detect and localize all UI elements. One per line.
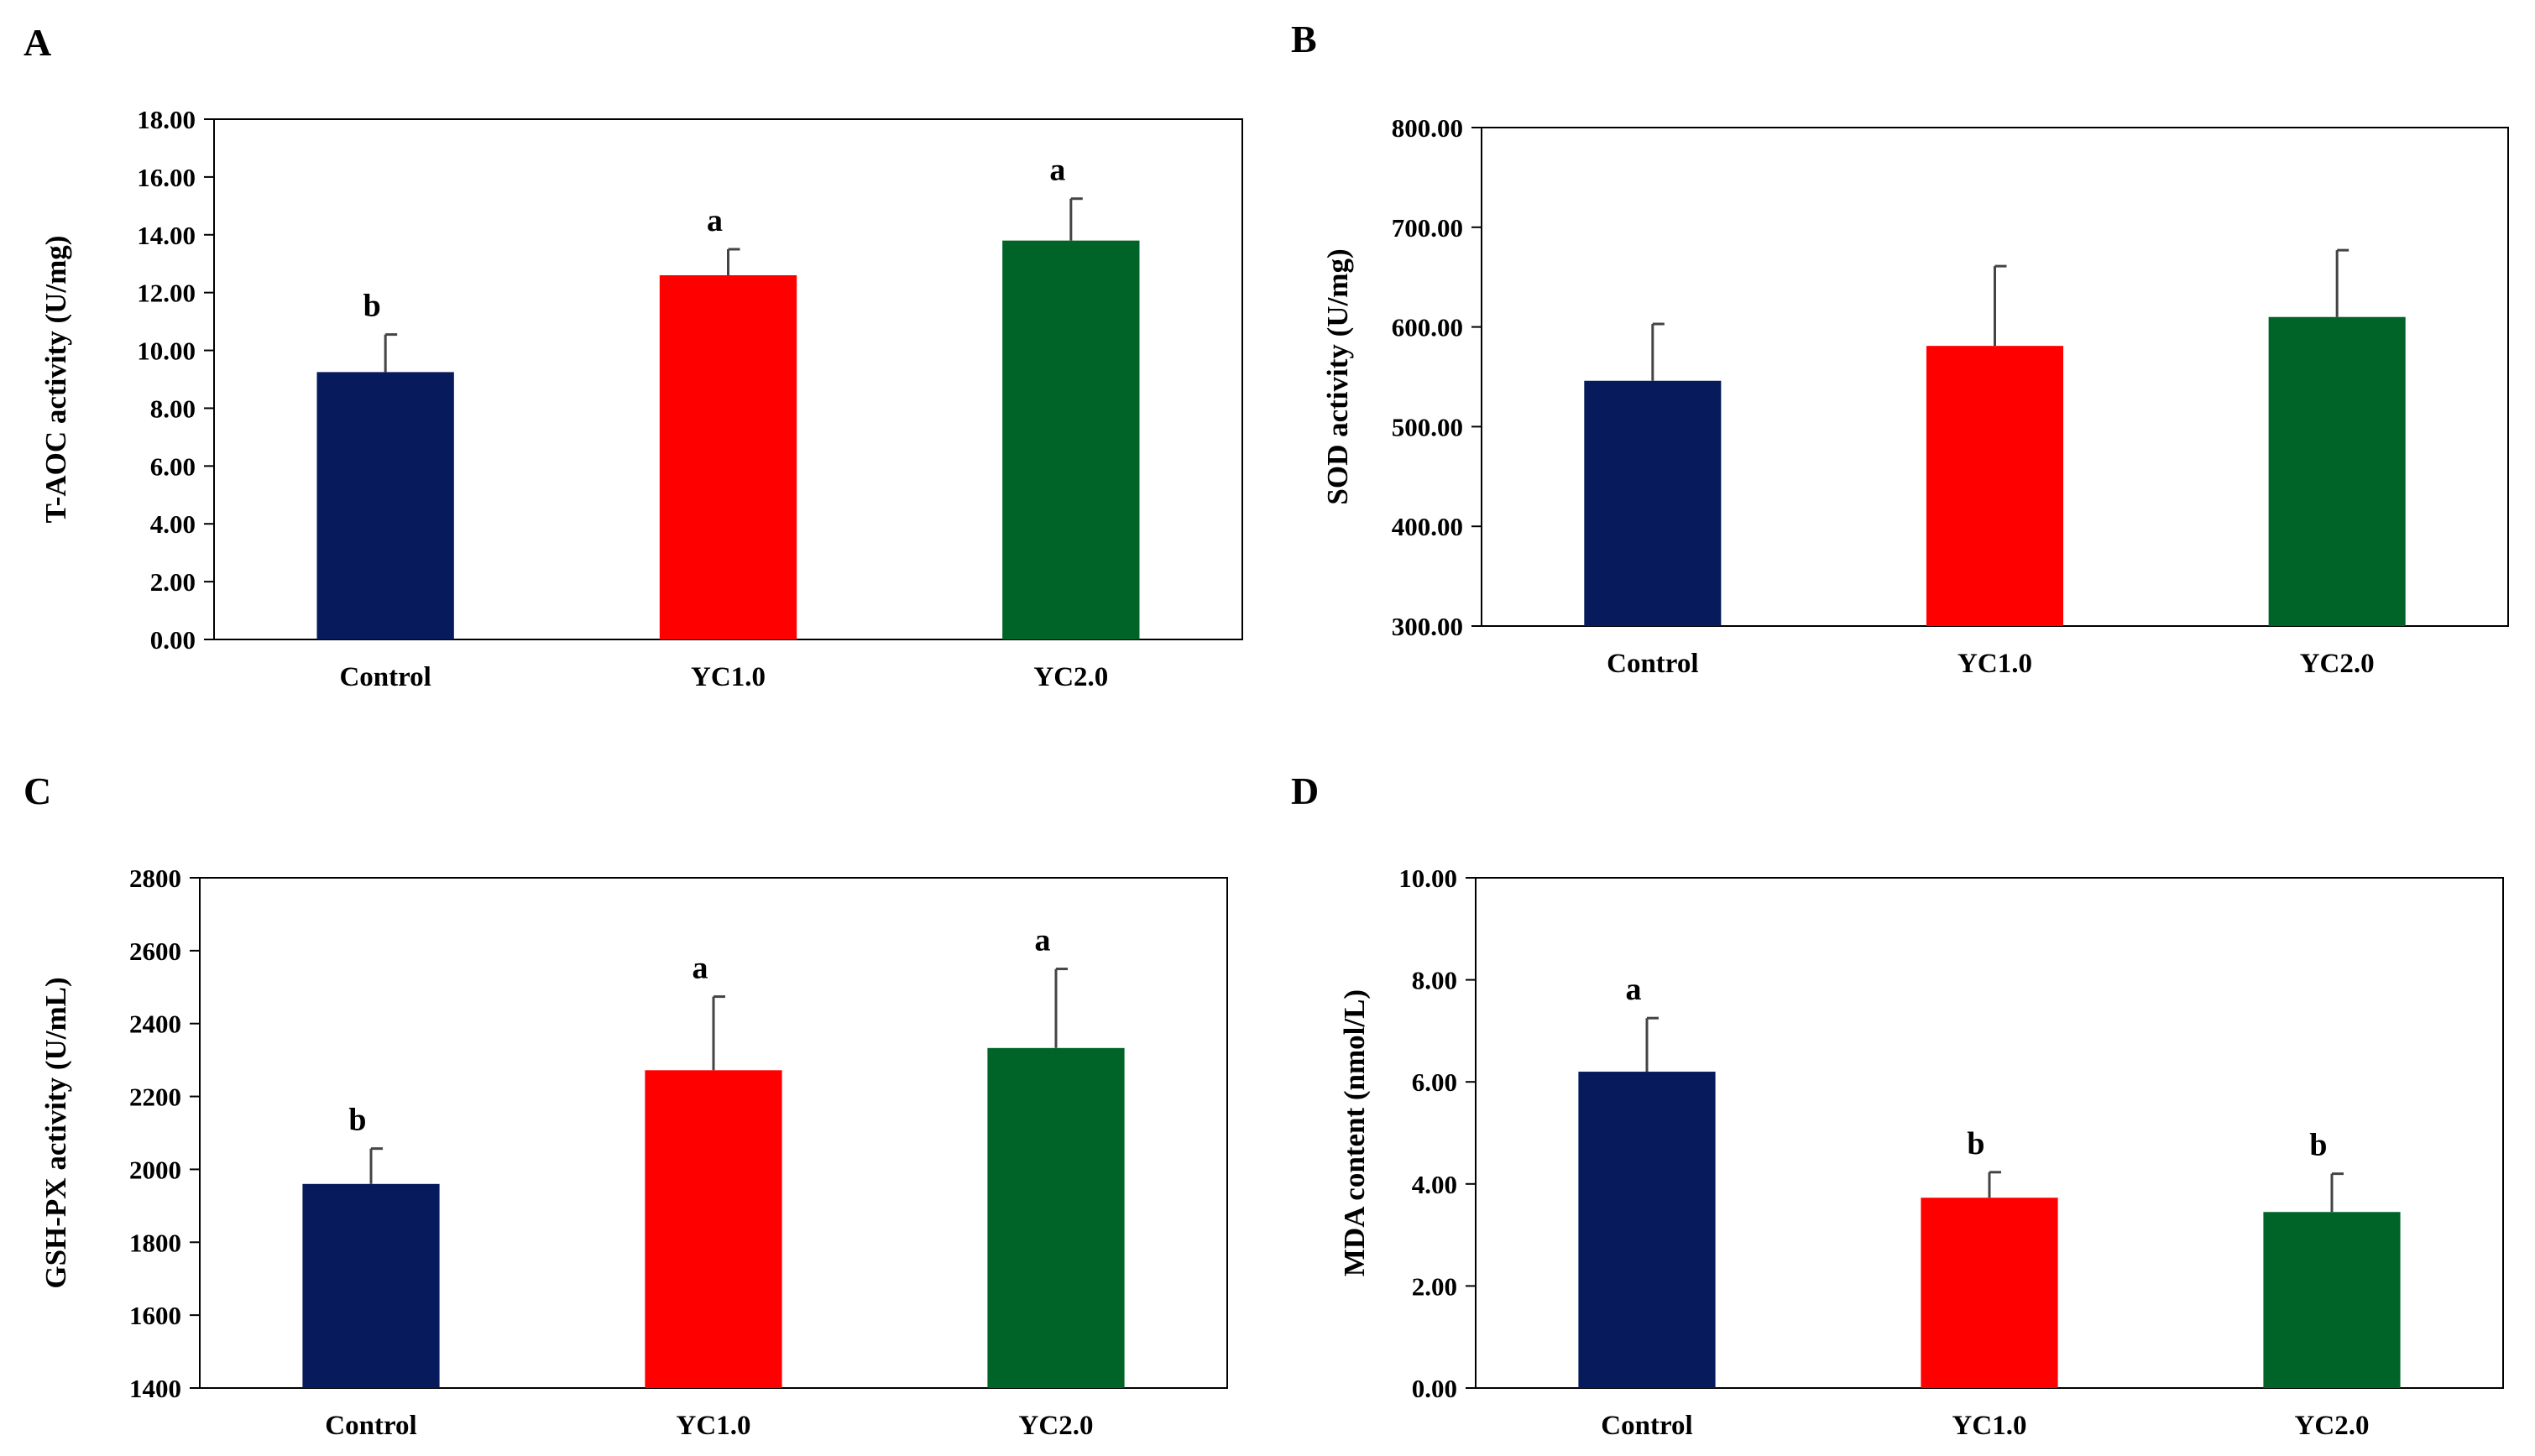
y-tick-label: 6.00 <box>1412 1067 1457 1097</box>
y-axis-label: SOD activity (U/mg) <box>1321 248 1354 504</box>
y-axis-label: T-AOC activity (U/mg) <box>39 236 72 524</box>
y-tick-label: 0.00 <box>150 625 196 655</box>
y-tick-label: 2000 <box>129 1155 181 1184</box>
x-category-label: YC1.0 <box>691 662 766 692</box>
y-tick-label: 2600 <box>129 937 181 966</box>
y-tick-label: 10.00 <box>137 337 196 366</box>
significance-letter: a <box>693 951 708 986</box>
significance-letter: a <box>1049 153 1065 188</box>
y-tick-label: 1400 <box>129 1374 181 1403</box>
panels: A 0.00 2.00 4.00 6.00 8.00 10.00 12.00 14.00 16.0… <box>24 18 2509 1441</box>
x-category-label: Control <box>339 662 431 692</box>
x-category-label: YC1.0 <box>1957 649 2032 679</box>
y-tick-label: 2.00 <box>1412 1271 1457 1301</box>
bar-yc20 <box>2263 1212 2401 1388</box>
significance-letter: b <box>1967 1126 1984 1161</box>
y-tick-label: 16.00 <box>137 163 196 192</box>
panel-letter: C <box>24 770 51 812</box>
x-category-label: Control <box>1601 1411 1692 1441</box>
panel-letter: A <box>24 21 51 64</box>
y-tick-label: 12.00 <box>137 279 196 308</box>
y-tick-label: 8.00 <box>150 394 196 423</box>
significance-letter: b <box>348 1103 366 1138</box>
x-category-label: YC2.0 <box>1033 662 1108 692</box>
y-tick-label: 2400 <box>129 1010 181 1039</box>
y-tick-label: 1600 <box>129 1301 181 1330</box>
significance-letter: b <box>363 289 381 324</box>
y-tick-label: 2.00 <box>150 567 196 597</box>
x-category-label: YC2.0 <box>1019 1411 1094 1441</box>
y-tick-label: 2200 <box>129 1083 181 1112</box>
x-category-label: YC2.0 <box>2300 649 2375 679</box>
chart-panel-c: C 1400 1600 1800 2000 2200 2400 2600 2800 GSH-PX … <box>24 770 1228 1441</box>
x-category-label: YC2.0 <box>2295 1411 2370 1441</box>
y-tick-label: 700.00 <box>1392 213 1463 243</box>
bar-yc20 <box>1002 240 1140 639</box>
y-tick-label: 4.00 <box>1412 1170 1457 1199</box>
y-tick-label: 6.00 <box>150 451 196 481</box>
y-tick-label: 10.00 <box>1398 864 1457 893</box>
y-tick-label: 300.00 <box>1392 612 1463 641</box>
chart-panel-d: D 0.00 2.00 4.00 6.00 8.00 10.00 MDA content (n… <box>1291 770 2504 1441</box>
bar-control <box>1584 380 1722 626</box>
chart-panel-a: A 0.00 2.00 4.00 6.00 8.00 10.00 12.00 14.00 16.0… <box>24 21 1243 692</box>
bar-yc20 <box>2268 316 2406 626</box>
y-tick-label: 500.00 <box>1392 412 1463 441</box>
y-tick-label: 8.00 <box>1412 966 1457 995</box>
x-category-label: Control <box>1607 649 1698 679</box>
y-tick-label: 2800 <box>129 864 181 893</box>
significance-letter: b <box>2309 1128 2327 1163</box>
x-category-label: Control <box>325 1411 416 1441</box>
panel-letter: D <box>1291 770 1319 812</box>
bar-yc10 <box>1926 346 2064 626</box>
x-category-label: YC1.0 <box>1952 1411 2027 1441</box>
bar-control <box>1578 1072 1716 1388</box>
y-tick-label: 1800 <box>129 1228 181 1257</box>
y-tick-label: 4.00 <box>150 509 196 539</box>
x-category-label: YC1.0 <box>677 1411 751 1441</box>
y-tick-label: 0.00 <box>1412 1374 1457 1403</box>
y-tick-label: 600.00 <box>1392 313 1463 342</box>
y-tick-label: 800.00 <box>1392 113 1463 143</box>
y-tick-label: 400.00 <box>1392 512 1463 541</box>
y-tick-label: 14.00 <box>137 221 196 250</box>
panel-letter: B <box>1291 18 1317 60</box>
y-axis-label: MDA content (nmol/L) <box>1338 989 1371 1276</box>
bar-control <box>316 372 454 639</box>
significance-letter: a <box>1035 923 1051 958</box>
bar-yc10 <box>659 275 797 639</box>
bar-yc10 <box>645 1070 782 1388</box>
y-tick-label: 18.00 <box>137 105 196 134</box>
significance-letter: a <box>707 203 723 238</box>
y-axis-label: GSH-PX activity (U/mL) <box>39 977 72 1288</box>
bar-control <box>302 1183 440 1388</box>
chart-panel-b: B 300.00 400.00 500.00 600.00 700.00 800.00 SOD… <box>1291 18 2509 679</box>
significance-letter: a <box>1626 972 1642 1007</box>
bar-yc10 <box>1921 1198 2058 1388</box>
bar-yc20 <box>987 1047 1125 1388</box>
